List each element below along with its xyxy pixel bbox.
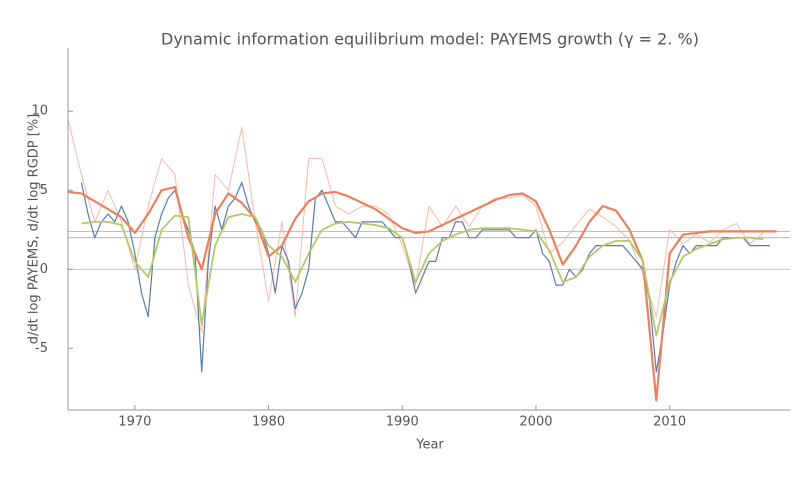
axes: 1970 1980 1990 2000 2010 -5 0 5 10 [31, 48, 790, 430]
series-line [81, 213, 764, 337]
y-tick-label: -5 [35, 341, 48, 356]
x-tick-label: 1990 [386, 415, 419, 430]
series-line [68, 186, 777, 402]
plot-area [68, 119, 777, 402]
y-axis-label: d/dt log PAYEMS, d/dt log RGDP [%] [27, 114, 42, 345]
x-axis-label: Year [415, 438, 444, 453]
y-tick-label: 0 [40, 262, 48, 277]
x-tick-label: 2000 [519, 415, 552, 430]
x-tick-label: 2010 [653, 415, 686, 430]
y-tick-label: 5 [40, 183, 48, 198]
series-line [68, 119, 764, 334]
chart-title: Dynamic information equilibrium model: P… [161, 30, 699, 49]
x-tick-label: 1980 [252, 415, 285, 430]
y-tick-label: 10 [31, 104, 48, 119]
x-tick-label: 1970 [118, 415, 151, 430]
